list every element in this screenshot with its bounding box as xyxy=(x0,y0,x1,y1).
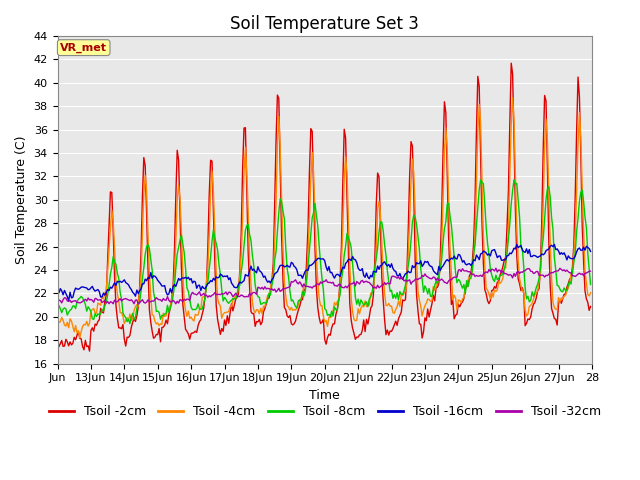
Legend: Tsoil -2cm, Tsoil -4cm, Tsoil -8cm, Tsoil -16cm, Tsoil -32cm: Tsoil -2cm, Tsoil -4cm, Tsoil -8cm, Tsoi… xyxy=(44,400,606,423)
Tsoil -8cm xyxy=(516,215,524,220)
Tsoil -16cm xyxy=(435,264,443,269)
Tsoil -32cm xyxy=(587,268,595,274)
Tsoil -4cm xyxy=(586,293,593,299)
Tsoil -2cm xyxy=(508,60,515,66)
Tsoil -2cm xyxy=(586,308,593,313)
Tsoil -8cm xyxy=(126,321,134,326)
Tsoil -4cm xyxy=(509,95,516,101)
Text: VR_met: VR_met xyxy=(60,43,107,53)
Tsoil -16cm xyxy=(587,249,595,254)
Tsoil -32cm xyxy=(329,279,337,285)
Tsoil -4cm xyxy=(329,308,337,313)
Tsoil -32cm xyxy=(516,271,524,276)
Tsoil -32cm xyxy=(72,298,79,303)
Tsoil -8cm xyxy=(510,177,518,183)
Tsoil -8cm xyxy=(435,271,443,277)
Line: Tsoil -2cm: Tsoil -2cm xyxy=(58,63,591,351)
Tsoil -32cm xyxy=(435,277,443,283)
Tsoil -8cm xyxy=(329,313,337,319)
Tsoil -2cm xyxy=(90,328,97,334)
Tsoil -4cm xyxy=(90,306,97,312)
Tsoil -8cm xyxy=(88,316,96,322)
Line: Tsoil -16cm: Tsoil -16cm xyxy=(58,244,591,301)
Title: Soil Temperature Set 3: Soil Temperature Set 3 xyxy=(230,15,419,33)
Tsoil -8cm xyxy=(586,266,593,272)
Tsoil -16cm xyxy=(513,241,520,247)
Tsoil -2cm xyxy=(329,321,337,327)
Tsoil -16cm xyxy=(516,243,524,249)
Tsoil -4cm xyxy=(72,323,79,328)
Tsoil -16cm xyxy=(73,286,81,292)
Tsoil -32cm xyxy=(586,268,593,274)
Line: Tsoil -32cm: Tsoil -32cm xyxy=(58,268,591,304)
Line: Tsoil -8cm: Tsoil -8cm xyxy=(58,180,591,324)
Tsoil -32cm xyxy=(492,265,500,271)
Tsoil -16cm xyxy=(329,273,337,278)
Tsoil -2cm xyxy=(516,281,524,287)
Tsoil -16cm xyxy=(65,298,72,304)
Tsoil -2cm xyxy=(435,280,443,286)
Tsoil -16cm xyxy=(54,288,61,294)
Tsoil -32cm xyxy=(88,298,96,303)
Tsoil -4cm xyxy=(435,275,443,281)
Tsoil -4cm xyxy=(76,335,84,341)
Tsoil -32cm xyxy=(54,296,61,302)
Tsoil -16cm xyxy=(90,287,97,292)
Tsoil -2cm xyxy=(72,337,79,343)
Tsoil -2cm xyxy=(54,342,61,348)
Y-axis label: Soil Temperature (C): Soil Temperature (C) xyxy=(15,135,28,264)
Tsoil -16cm xyxy=(586,246,593,252)
Tsoil -8cm xyxy=(54,309,61,315)
Tsoil -8cm xyxy=(587,282,595,288)
Line: Tsoil -4cm: Tsoil -4cm xyxy=(58,98,591,338)
X-axis label: Time: Time xyxy=(309,389,340,402)
Tsoil -32cm xyxy=(134,301,142,307)
Tsoil -2cm xyxy=(587,303,595,309)
Tsoil -4cm xyxy=(54,322,61,328)
Tsoil -4cm xyxy=(587,290,595,296)
Tsoil -2cm xyxy=(86,348,93,354)
Tsoil -8cm xyxy=(72,306,79,312)
Tsoil -4cm xyxy=(516,276,524,282)
